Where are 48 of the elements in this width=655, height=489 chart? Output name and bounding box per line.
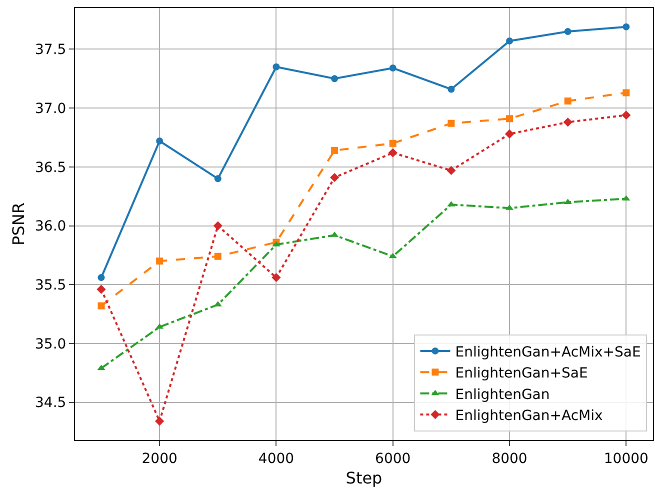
x-tick-label: 4000 bbox=[258, 450, 294, 467]
x-tick-label: 6000 bbox=[375, 450, 411, 467]
point bbox=[389, 64, 396, 72]
point bbox=[446, 166, 456, 175]
y-tick-label: 35.0 bbox=[35, 336, 66, 352]
point bbox=[331, 75, 338, 82]
point bbox=[213, 221, 222, 230]
point bbox=[504, 129, 514, 138]
point bbox=[564, 28, 572, 36]
y-tick-label: 36.5 bbox=[35, 160, 66, 176]
y-tick-label: 37.5 bbox=[35, 42, 66, 58]
point bbox=[622, 89, 630, 96]
y-tick-label: 36.0 bbox=[35, 218, 66, 235]
point bbox=[155, 416, 164, 426]
y-axis-title: PSNR bbox=[8, 202, 28, 246]
point bbox=[448, 86, 455, 93]
legend-label: EnlightenGan+AcMix+SaE bbox=[455, 344, 641, 360]
point bbox=[156, 258, 164, 265]
point bbox=[506, 37, 514, 44]
x-axis-title: Step bbox=[346, 468, 382, 488]
point bbox=[331, 146, 338, 154]
point bbox=[622, 110, 631, 120]
y-tick-label: 37.0 bbox=[35, 100, 66, 117]
point bbox=[506, 115, 514, 122]
legend-label: EnlightenGan bbox=[455, 386, 550, 403]
point bbox=[622, 23, 630, 30]
point bbox=[389, 140, 396, 147]
point bbox=[564, 97, 572, 104]
point bbox=[272, 273, 281, 282]
point bbox=[214, 252, 222, 260]
point bbox=[98, 274, 105, 282]
point bbox=[388, 252, 397, 258]
point bbox=[388, 148, 398, 158]
point bbox=[98, 302, 105, 310]
y-tick-label: 35.5 bbox=[35, 278, 66, 294]
y-tick-label: 34.5 bbox=[35, 395, 66, 412]
x-tick-label: 8000 bbox=[492, 450, 528, 467]
point bbox=[96, 284, 106, 294]
x-tick-label: 10000 bbox=[604, 450, 648, 467]
point bbox=[330, 172, 340, 182]
x-tick-label: 2000 bbox=[142, 450, 178, 467]
point bbox=[214, 175, 222, 182]
point bbox=[448, 120, 455, 127]
legend-label: EnlightenGan+AcMix bbox=[455, 408, 603, 424]
point bbox=[156, 138, 164, 145]
legend-label: EnlightenGan+SaE bbox=[455, 366, 588, 382]
point bbox=[563, 118, 572, 127]
point bbox=[272, 63, 280, 70]
